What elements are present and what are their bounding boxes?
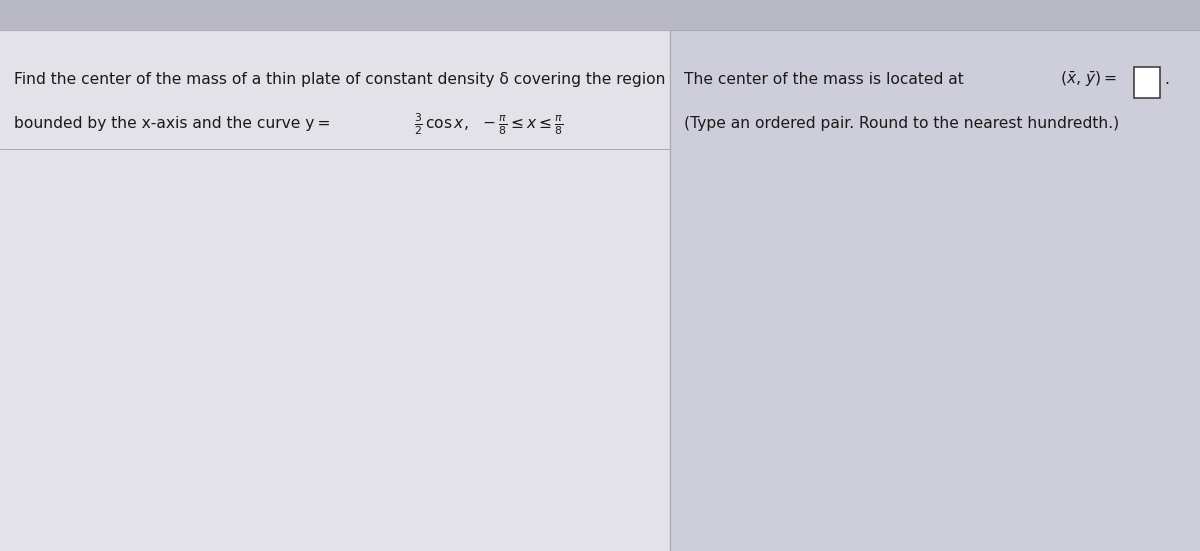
Text: Find the center of the mass of a thin plate of constant density δ covering the r: Find the center of the mass of a thin pl… <box>14 72 666 88</box>
Bar <box>0 30 670 551</box>
Text: $(\bar{x},\,\bar{y})=$: $(\bar{x},\,\bar{y})=$ <box>1060 71 1117 89</box>
Bar <box>0 0 1200 30</box>
Text: The center of the mass is located at: The center of the mass is located at <box>684 72 968 88</box>
Text: $\frac{3}{2}$$\,\mathrm{cos}\,x,\;\;-\frac{\pi}{8}\leq x\leq\frac{\pi}{8}$: $\frac{3}{2}$$\,\mathrm{cos}\,x,\;\;-\fr… <box>414 111 564 137</box>
Text: .: . <box>1164 72 1169 88</box>
Bar <box>1134 67 1160 98</box>
Text: bounded by the x-axis and the curve y =: bounded by the x-axis and the curve y = <box>14 116 334 132</box>
Bar <box>670 30 1200 551</box>
Text: (Type an ordered pair. Round to the nearest hundredth.): (Type an ordered pair. Round to the near… <box>684 116 1120 132</box>
